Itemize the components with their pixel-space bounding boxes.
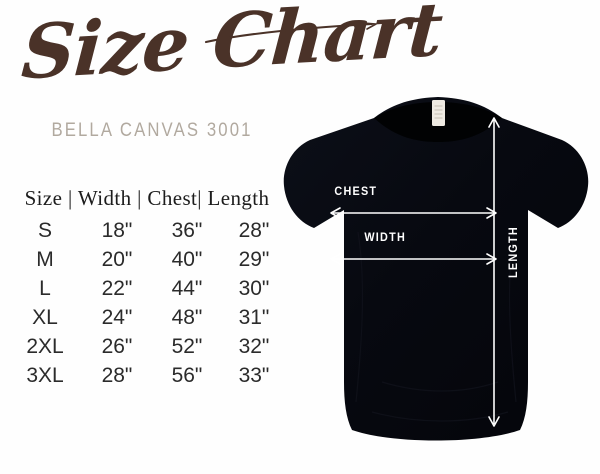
table-row: XL 24" 48" 31" — [8, 306, 286, 335]
cell-chest: 48" — [171, 306, 203, 329]
tshirt-illustration — [283, 97, 589, 441]
table-row: L 22" 44" 30" — [8, 277, 286, 306]
cell-length: 33" — [238, 364, 270, 387]
cell-width: 20" — [101, 248, 133, 271]
size-table: Size | Width | Chest| Length S 18" 36" 28" M… — [8, 186, 286, 393]
cell-width: 26" — [101, 335, 133, 358]
chest-measure-label: CHEST — [334, 184, 378, 198]
cell-chest: 56" — [171, 364, 203, 387]
cell-size: 3XL — [26, 364, 64, 387]
cell-chest: 52" — [171, 335, 203, 358]
table-row: S 18" 36" 28" — [8, 219, 286, 248]
cell-size: L — [39, 277, 51, 300]
subtitle-brand-model: BELLA CANVAS 3001 — [51, 120, 253, 141]
cell-chest: 36" — [171, 219, 203, 242]
tshirt-diagram: CHEST WIDTH LENGTH — [262, 82, 600, 474]
cell-chest: 44" — [171, 277, 203, 300]
cell-length: 30" — [238, 277, 270, 300]
cell-length: 32" — [238, 335, 270, 358]
cell-size: XL — [32, 306, 58, 329]
table-row: 3XL 28" 56" 33" — [8, 364, 286, 393]
cell-width: 22" — [101, 277, 133, 300]
width-measure-label: WIDTH — [364, 230, 407, 244]
cell-size: 2XL — [26, 335, 64, 358]
table-body: S 18" 36" 28" M 20" 40" 29" L 22" 44" 30" XL 24" 48" 31… — [8, 219, 286, 393]
cell-size: M — [36, 248, 54, 271]
cell-width: 28" — [101, 364, 133, 387]
cell-width: 24" — [101, 306, 133, 329]
cell-chest: 40" — [171, 248, 203, 271]
cell-width: 18" — [101, 219, 133, 242]
table-row: 2XL 26" 52" 32" — [8, 335, 286, 364]
cell-size: S — [37, 219, 52, 242]
cell-length: 31" — [238, 306, 270, 329]
table-header-row: Size | Width | Chest| Length — [24, 186, 270, 210]
table-row: M 20" 40" 29" — [8, 248, 286, 277]
cell-length: 29" — [238, 248, 270, 271]
length-measure-label: LENGTH — [506, 226, 520, 278]
cell-length: 28" — [238, 219, 270, 242]
